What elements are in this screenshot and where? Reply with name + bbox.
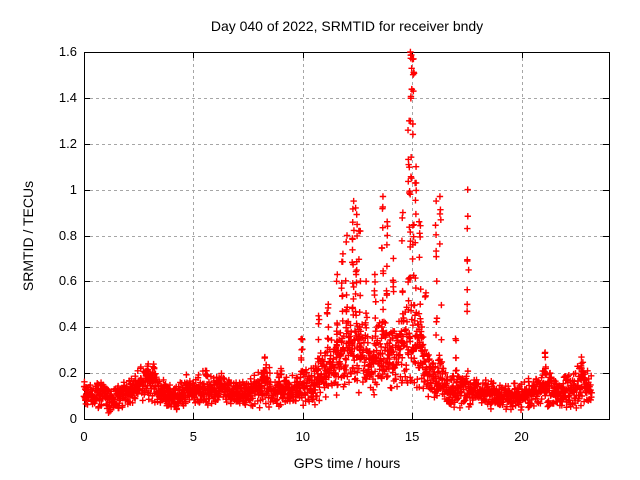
x-tick-label: 10 <box>295 429 310 444</box>
y-tick-label: 0.4 <box>58 319 77 335</box>
y-tick-label: 0.2 <box>58 365 77 381</box>
y-tick-label: 1 <box>69 181 77 197</box>
y-tick-label: 0.6 <box>58 273 77 289</box>
x-tick-label: 0 <box>80 429 88 444</box>
y-tick-label: 1.4 <box>58 89 77 105</box>
chart-title: Day 040 of 2022, SRMTID for receiver bnd… <box>210 18 484 34</box>
y-tick-label: 0.8 <box>58 227 77 243</box>
x-tick-label: 5 <box>189 429 197 444</box>
y-tick-label: 0 <box>69 411 77 426</box>
x-tick-label: 15 <box>404 429 420 444</box>
x-tick-label: 20 <box>514 429 529 444</box>
y-tick-label: 1.6 <box>58 44 77 59</box>
x-axis-title: GPS time / hours <box>293 455 401 471</box>
y-tick-label: 1.2 <box>58 135 77 151</box>
